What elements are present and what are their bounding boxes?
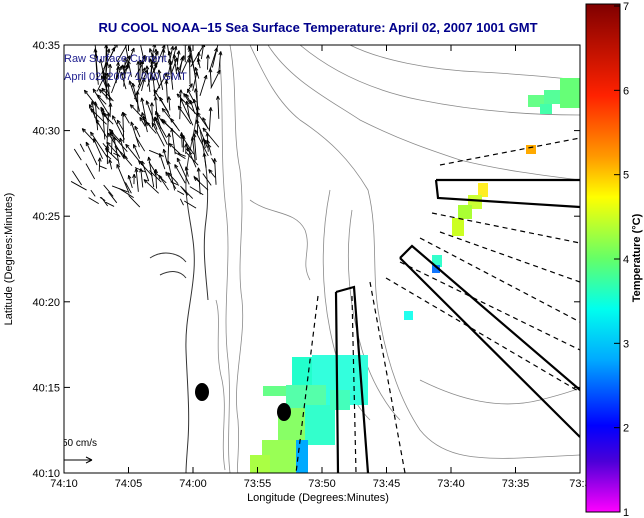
x-tick-label: 73:55 <box>244 478 272 490</box>
sst-pixels <box>250 78 580 473</box>
legend-line1: Raw Surface Current <box>64 53 167 65</box>
colorbar-ticks: 7 6 5 4 3 2 1 <box>614 1 629 518</box>
x-tick-label: 74:05 <box>115 478 143 490</box>
y-tick-label: 40:35 <box>32 40 60 52</box>
colorbar-tick-label: 5 <box>623 170 629 182</box>
x-tick-label: 73:35 <box>502 478 530 490</box>
boundary-boxes <box>334 178 580 473</box>
colorbar-tick-label: 7 <box>623 1 629 13</box>
colorbar <box>585 3 621 513</box>
x-tick-label: 74:10 <box>50 478 78 490</box>
map-title: RU COOL NOAA–15 Sea Surface Temperature:… <box>98 20 537 35</box>
colorbar-tick-label: 6 <box>623 85 629 97</box>
y-axis-ticks: 40:35 40:30 40:25 40:20 40:15 40:10 <box>32 40 580 480</box>
y-tick-label: 40:10 <box>32 468 60 480</box>
y-axis-label: Latitude (Degrees:Minutes) <box>3 193 15 326</box>
x-tick-label: 74:00 <box>179 478 207 490</box>
marker-dot-east <box>277 403 291 421</box>
y-tick-label: 40:25 <box>32 211 60 223</box>
legend-line2: April 02, 2007 1000 GMT <box>64 71 187 83</box>
x-tick-label: 73:3 <box>569 478 590 490</box>
x-axis-label: Longitude (Degrees:Minutes) <box>247 492 389 504</box>
y-tick-label: 40:15 <box>32 382 60 394</box>
colorbar-label: Temperature (°C) <box>631 213 643 302</box>
marker-dot-west <box>195 383 209 401</box>
x-tick-label: 73:50 <box>308 478 336 490</box>
scale-bar-arrow <box>64 456 93 464</box>
scale-bar-label: 50 cm/s <box>62 438 97 449</box>
radial-dashed-lines <box>295 137 580 473</box>
colorbar-tick-label: 3 <box>623 338 629 350</box>
current-vectors <box>70 45 223 209</box>
colorbar-tick-label: 2 <box>623 423 629 435</box>
x-axis-ticks: 74:10 74:05 74:00 73:55 73:50 73:45 73:40 73:35… <box>50 45 591 490</box>
colorbar-tick-label: 4 <box>623 254 629 266</box>
bathymetry-contours <box>215 45 580 473</box>
x-tick-label: 73:45 <box>373 478 401 490</box>
y-tick-label: 40:20 <box>32 297 60 309</box>
x-tick-label: 73:40 <box>437 478 465 490</box>
y-tick-label: 40:30 <box>32 126 60 138</box>
map-plot-area: Raw Surface Current April 02, 2007 1000 … <box>62 45 580 473</box>
colorbar-tick-label: 1 <box>623 507 629 518</box>
